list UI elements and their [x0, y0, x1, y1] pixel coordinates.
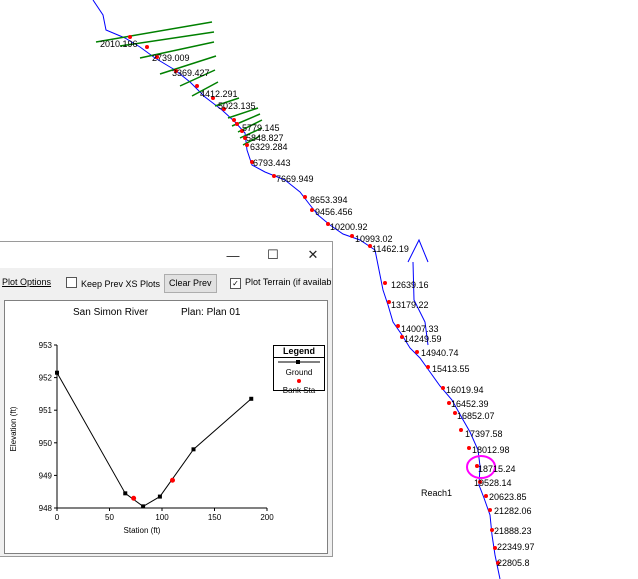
ground-point	[157, 494, 162, 499]
chart-axes: 0 50 100 150 200 948 949 950 951 952 953	[39, 341, 275, 522]
xs-chart: San Simon River Plan: Plan 01 0 50 100 150 2…	[9, 307, 275, 535]
y-tick-label: 952	[39, 374, 53, 383]
station-labels: 2010.196 2739.009 3369.427 4412.291 5023…	[100, 39, 535, 568]
station-label: 2739.009	[152, 53, 190, 63]
ground-point	[141, 504, 146, 509]
clear-prev-button[interactable]: Clear Prev	[164, 274, 217, 293]
ground-point	[55, 370, 59, 375]
xs-plot-window[interactable]: — ☐ ✕ Plot Options Keep Prev XS Plots Cl…	[0, 241, 333, 557]
plot-toolbar: Plot Options Keep Prev XS Plots Clear Pr…	[0, 274, 332, 294]
station-label: 2010.196	[100, 39, 138, 49]
station-label: 16452.39	[451, 399, 489, 409]
station-label: 15413.55	[432, 364, 470, 374]
close-icon[interactable]: ✕	[307, 247, 319, 262]
minimize-icon[interactable]: —	[226, 247, 240, 263]
ground-point	[123, 491, 128, 496]
legend-item-bank-sta: Bank Sta	[282, 386, 316, 395]
station-label: 13179.22	[391, 300, 429, 310]
plot-terrain-checkbox[interactable]: ✓ Plot Terrain (if availab	[230, 277, 331, 289]
x-tick-label: 0	[55, 513, 60, 522]
chart-legend: Legend Ground Bank Sta	[273, 345, 325, 395]
x-axis-label: Station (ft)	[124, 526, 161, 535]
station-label: 9456.456	[315, 207, 353, 217]
window-titlebar[interactable]: — ☐ ✕	[0, 242, 332, 268]
station-label: 21282.06	[494, 506, 532, 516]
bank-station-markers	[128, 35, 500, 565]
maximize-icon[interactable]: ☐	[267, 247, 279, 262]
station-label: 5023.135	[218, 101, 256, 111]
checkbox-checked-icon[interactable]: ✓	[230, 278, 241, 289]
station-label: 7669.949	[276, 174, 314, 184]
station-label: 12639.16	[391, 280, 429, 290]
station-label: 3369.427	[172, 68, 210, 78]
y-tick-label: 949	[39, 471, 53, 480]
x-tick-label: 100	[155, 513, 169, 522]
station-label: 14940.74	[421, 348, 459, 358]
station-label: 18715.24	[478, 464, 516, 474]
bank-sta-point	[131, 495, 137, 501]
station-label: 22349.97	[497, 542, 535, 552]
y-tick-label: 953	[39, 341, 53, 350]
keep-prev-label: Keep Prev XS Plots	[81, 279, 161, 289]
station-label: 6793.443	[253, 158, 291, 168]
y-tick-label: 948	[39, 504, 53, 513]
station-label: 8653.394	[310, 195, 348, 205]
legend-bank-swatch	[297, 379, 301, 383]
station-label: 6329.284	[250, 142, 288, 152]
flow-arrow-stem	[412, 261, 429, 346]
flow-arrow	[407, 238, 429, 263]
station-label: 19528.14	[474, 478, 512, 488]
station-label: 18012.98	[472, 445, 510, 455]
station-label: 14007.33	[401, 324, 439, 334]
x-tick-label: 200	[260, 513, 274, 522]
y-axis-label: Elevation (ft)	[9, 406, 18, 451]
station-label: 16852.07	[457, 411, 495, 421]
x-tick-label: 150	[208, 513, 222, 522]
station-label: 16019.94	[446, 385, 484, 395]
station-label: 10993.02	[355, 234, 393, 244]
y-tick-label: 951	[39, 406, 53, 415]
plot-terrain-label: Plot Terrain (if availab	[245, 277, 332, 287]
ground-point	[191, 447, 196, 452]
chart-title: San Simon River	[73, 307, 149, 318]
ground-line	[56, 372, 252, 507]
chart-marks	[55, 370, 254, 509]
station-label: 4412.291	[200, 89, 238, 99]
reach-label: Reach1	[421, 488, 452, 498]
station-label: 21888.23	[494, 526, 532, 536]
legend-title: Legend	[274, 346, 324, 358]
station-label: 20623.85	[489, 492, 527, 502]
station-label: 14249.59	[404, 334, 442, 344]
plot-options-menu[interactable]: Plot Options	[2, 277, 52, 287]
station-label: 5848.827	[246, 133, 284, 143]
checkbox-box[interactable]	[66, 277, 77, 288]
legend-ground-swatch	[278, 360, 320, 364]
selected-xs-highlight	[466, 455, 496, 479]
xs-plot-panel: San Simon River Plan: Plan 01 0 50 100 150 2…	[4, 300, 328, 554]
station-label: 22805.8	[497, 558, 530, 568]
legend-item-ground: Ground	[285, 368, 313, 377]
ground-point	[249, 396, 254, 401]
y-tick-label: 950	[39, 439, 53, 448]
station-label: 11462.19	[372, 244, 409, 254]
x-tick-label: 50	[105, 513, 114, 522]
station-label: 10200.92	[330, 222, 368, 232]
chart-subtitle: Plan: Plan 01	[181, 307, 241, 318]
keep-prev-xs-checkbox[interactable]: Keep Prev XS Plots	[66, 277, 160, 289]
bank-sta-point	[170, 477, 175, 483]
station-label: 17397.58	[465, 429, 503, 439]
station-label: 5779.145	[242, 123, 280, 133]
